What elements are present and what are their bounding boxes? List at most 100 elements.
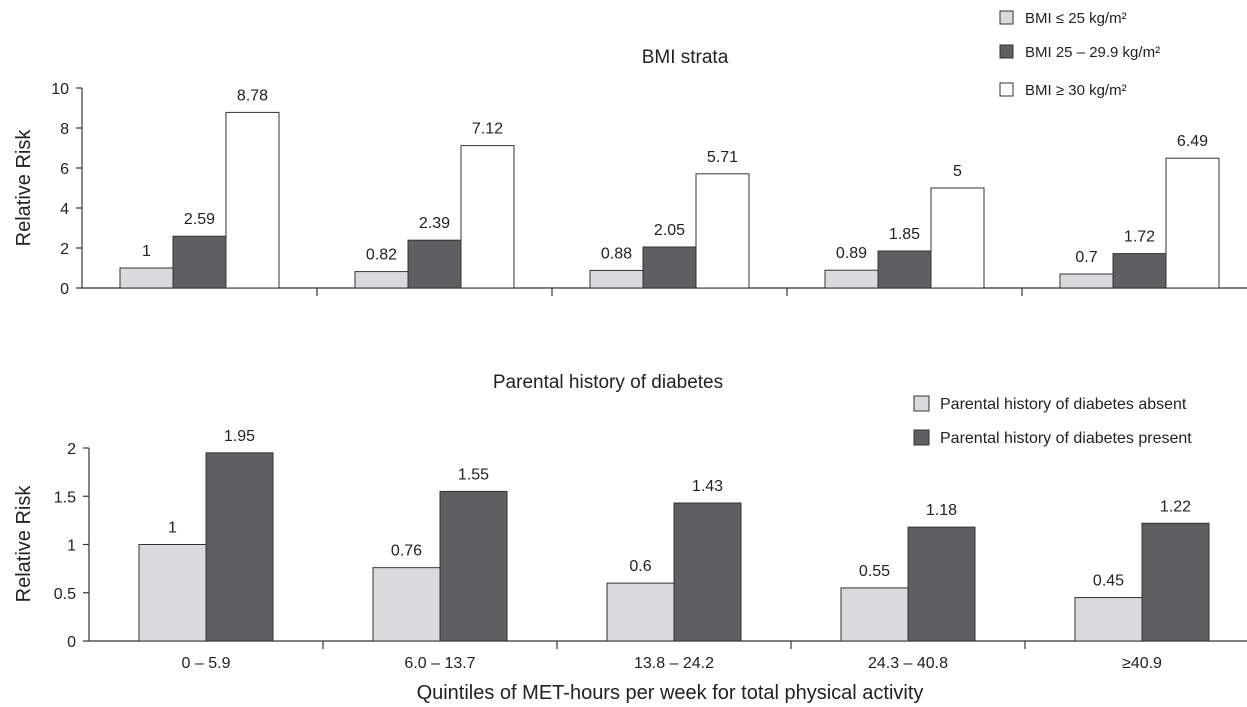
bar xyxy=(407,239,462,289)
value-label: 2.59 xyxy=(184,211,215,228)
value-label: 1.18 xyxy=(926,502,957,519)
chart-title: BMI strata xyxy=(642,47,729,68)
value-label: 1.43 xyxy=(692,478,723,495)
legend-swatch xyxy=(913,395,930,412)
value-label: 2.05 xyxy=(654,222,685,239)
y-tick-label: 6 xyxy=(60,161,69,178)
y-tick-label: 8 xyxy=(60,121,69,138)
value-label: 1 xyxy=(168,520,177,537)
bars xyxy=(119,111,1220,289)
legend-item: Parental history of diabetes present xyxy=(913,429,1192,447)
value-label: 0.7 xyxy=(1075,249,1097,266)
bar xyxy=(673,502,742,642)
x-tick-label: 24.3 – 40.8 xyxy=(868,655,948,672)
bar xyxy=(1165,157,1220,289)
legend-swatch xyxy=(999,44,1014,59)
value-label: 5.71 xyxy=(707,149,738,166)
y-tick-label: 10 xyxy=(51,81,69,98)
bar xyxy=(642,246,697,289)
x-tick-label: 6.0 – 13.7 xyxy=(404,655,475,672)
legend-label: BMI ≥ 30 kg/m² xyxy=(1025,82,1127,99)
value-label: 1 xyxy=(142,243,151,260)
y-tick-label: 4 xyxy=(60,201,69,218)
value-label: 1.22 xyxy=(1160,498,1191,515)
legend-label: Parental history of diabetes present xyxy=(940,430,1192,447)
bar xyxy=(372,567,441,642)
value-label: 1.95 xyxy=(224,428,255,445)
value-label: 6.49 xyxy=(1177,133,1208,150)
y-ticks: 0 2 4 6 8 10 xyxy=(51,81,82,298)
bar xyxy=(225,111,280,289)
value-label: 0.45 xyxy=(1093,573,1124,590)
value-label: 0.82 xyxy=(366,247,397,264)
y-axis-label: Relative Risk xyxy=(13,485,35,603)
bar xyxy=(907,526,976,642)
bar xyxy=(1112,253,1167,289)
legend: BMI ≤ 25 kg/m² BMI 25 – 29.9 kg/m² BMI ≥… xyxy=(999,10,1160,99)
bar xyxy=(930,187,985,289)
x-ticks xyxy=(322,641,1026,649)
value-label: 8.78 xyxy=(237,87,268,104)
value-label: 0.6 xyxy=(629,558,651,575)
legend-item: BMI ≤ 25 kg/m² xyxy=(999,10,1127,27)
value-labels: 1 1.95 0.76 1.55 0.6 1.43 0.55 1.18 0.45 1.22 xyxy=(168,428,1191,590)
value-label: 0.76 xyxy=(391,543,422,560)
bar xyxy=(1141,522,1210,642)
value-label: 2.39 xyxy=(419,215,450,232)
legend-item: BMI ≥ 30 kg/m² xyxy=(999,82,1127,99)
value-label: 0.89 xyxy=(836,245,867,262)
bar xyxy=(172,235,227,289)
x-tick-label: 13.8 – 24.2 xyxy=(634,655,714,672)
bar xyxy=(205,452,274,642)
bar xyxy=(589,269,644,289)
x-axis-label: Quintiles of MET-hours per week for tota… xyxy=(417,682,924,704)
bar xyxy=(606,582,675,642)
x-tick-label: ≥40.9 xyxy=(1122,655,1162,672)
value-label: 5 xyxy=(953,163,962,180)
bars xyxy=(138,452,1210,642)
parental-history-chart: Parental history of diabetes Relative Ri… xyxy=(13,372,1247,704)
x-ticks xyxy=(316,288,1023,296)
value-label: 1.85 xyxy=(889,226,920,243)
legend-swatch xyxy=(913,429,930,446)
legend-swatch xyxy=(999,10,1014,25)
bar xyxy=(840,587,909,642)
value-label: 1.72 xyxy=(1124,229,1155,246)
bar xyxy=(354,271,409,289)
y-tick-label: 0 xyxy=(67,634,76,651)
legend-item: BMI 25 – 29.9 kg/m² xyxy=(999,44,1160,61)
chart-title: Parental history of diabetes xyxy=(493,372,723,393)
y-tick-label: 1 xyxy=(67,538,76,555)
y-tick-label: 0 xyxy=(60,281,69,298)
bar xyxy=(138,544,207,642)
legend-swatch xyxy=(999,82,1014,97)
value-label: 0.88 xyxy=(601,245,632,262)
bar xyxy=(119,267,174,289)
bar xyxy=(439,490,508,642)
y-ticks: 0 0.5 1 1.5 2 xyxy=(54,441,89,651)
bmi-strata-chart: BMI strata Relative Risk 0 2 4 6 8 10 1 2.59 8.… xyxy=(13,10,1247,298)
bar xyxy=(877,250,932,289)
x-tick-label: 0 – 5.9 xyxy=(182,655,231,672)
legend-item: Parental history of diabetes absent xyxy=(913,395,1187,413)
y-axis-label: Relative Risk xyxy=(13,129,35,247)
legend-label: BMI ≤ 25 kg/m² xyxy=(1025,10,1127,27)
legend-label: BMI 25 – 29.9 kg/m² xyxy=(1025,44,1160,61)
value-label: 0.55 xyxy=(859,563,890,580)
value-labels: 1 2.59 8.78 0.82 2.39 7.12 0.88 2.05 5.71 0.89 1.8… xyxy=(142,87,1208,266)
x-tick-labels: 0 – 5.9 6.0 – 13.7 13.8 – 24.2 24.3 – 40.8 ≥… xyxy=(182,655,1163,672)
bar xyxy=(1074,597,1143,642)
bar xyxy=(695,173,750,289)
y-tick-label: 2 xyxy=(67,441,76,458)
legend-label: Parental history of diabetes absent xyxy=(940,396,1187,413)
bar xyxy=(824,269,879,289)
value-label: 7.12 xyxy=(472,121,503,138)
bar xyxy=(1059,273,1114,289)
y-tick-label: 1.5 xyxy=(54,489,76,506)
legend: Parental history of diabetes absent Pare… xyxy=(913,395,1192,447)
bar xyxy=(460,145,515,289)
value-label: 1.55 xyxy=(458,466,489,483)
y-tick-label: 0.5 xyxy=(54,586,76,603)
y-tick-label: 2 xyxy=(60,241,69,258)
